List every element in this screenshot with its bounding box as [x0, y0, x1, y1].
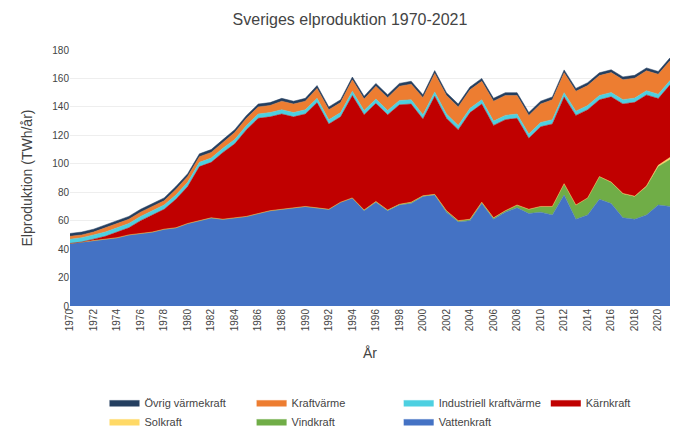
svg-text:40: 40	[58, 244, 70, 255]
svg-text:120: 120	[52, 130, 69, 141]
svg-text:2004: 2004	[464, 309, 475, 332]
svg-text:1976: 1976	[135, 309, 146, 332]
svg-text:180: 180	[52, 45, 69, 56]
svg-text:160: 160	[52, 73, 69, 84]
svg-text:1988: 1988	[276, 309, 287, 332]
svg-text:1998: 1998	[394, 309, 405, 332]
svg-text:2018: 2018	[629, 309, 640, 332]
svg-text:2012: 2012	[558, 309, 569, 332]
svg-text:2020: 2020	[652, 309, 663, 332]
svg-text:2014: 2014	[582, 309, 593, 332]
svg-text:2006: 2006	[488, 309, 499, 332]
svg-text:Elproduktion (TWh/år): Elproduktion (TWh/år)	[19, 110, 35, 247]
svg-text:Industriell kraftvärme: Industriell kraftvärme	[439, 397, 541, 409]
svg-text:80: 80	[58, 187, 70, 198]
svg-text:1978: 1978	[158, 309, 169, 332]
svg-text:2016: 2016	[605, 309, 616, 332]
svg-text:1994: 1994	[347, 309, 358, 332]
svg-text:1990: 1990	[300, 309, 311, 332]
svg-text:2008: 2008	[511, 309, 522, 332]
svg-text:Vindkraft: Vindkraft	[292, 416, 335, 428]
svg-text:2010: 2010	[535, 309, 546, 332]
svg-text:1996: 1996	[370, 309, 381, 332]
svg-text:Övrig värmekraft: Övrig värmekraft	[145, 397, 226, 409]
svg-text:0: 0	[63, 301, 69, 312]
svg-text:1972: 1972	[88, 309, 99, 332]
svg-text:Sveriges elproduktion 1970-202: Sveriges elproduktion 1970-2021	[233, 11, 468, 28]
svg-text:1970: 1970	[64, 309, 75, 332]
svg-text:Solkraft: Solkraft	[145, 416, 182, 428]
svg-text:1986: 1986	[252, 309, 263, 332]
svg-text:100: 100	[52, 158, 69, 169]
svg-text:1984: 1984	[229, 309, 240, 332]
svg-text:1982: 1982	[205, 309, 216, 332]
svg-text:60: 60	[58, 215, 70, 226]
svg-text:20: 20	[58, 272, 70, 283]
svg-text:1992: 1992	[323, 309, 334, 332]
svg-text:1980: 1980	[182, 309, 193, 332]
svg-text:Vattenkraft: Vattenkraft	[439, 416, 491, 428]
svg-text:2002: 2002	[441, 309, 452, 332]
svg-text:140: 140	[52, 101, 69, 112]
svg-text:Kärnkraft: Kärnkraft	[586, 397, 631, 409]
svg-text:År: År	[363, 345, 377, 361]
svg-text:1974: 1974	[111, 309, 122, 332]
svg-text:Kraftvärme: Kraftvärme	[292, 397, 346, 409]
svg-text:2000: 2000	[417, 309, 428, 332]
